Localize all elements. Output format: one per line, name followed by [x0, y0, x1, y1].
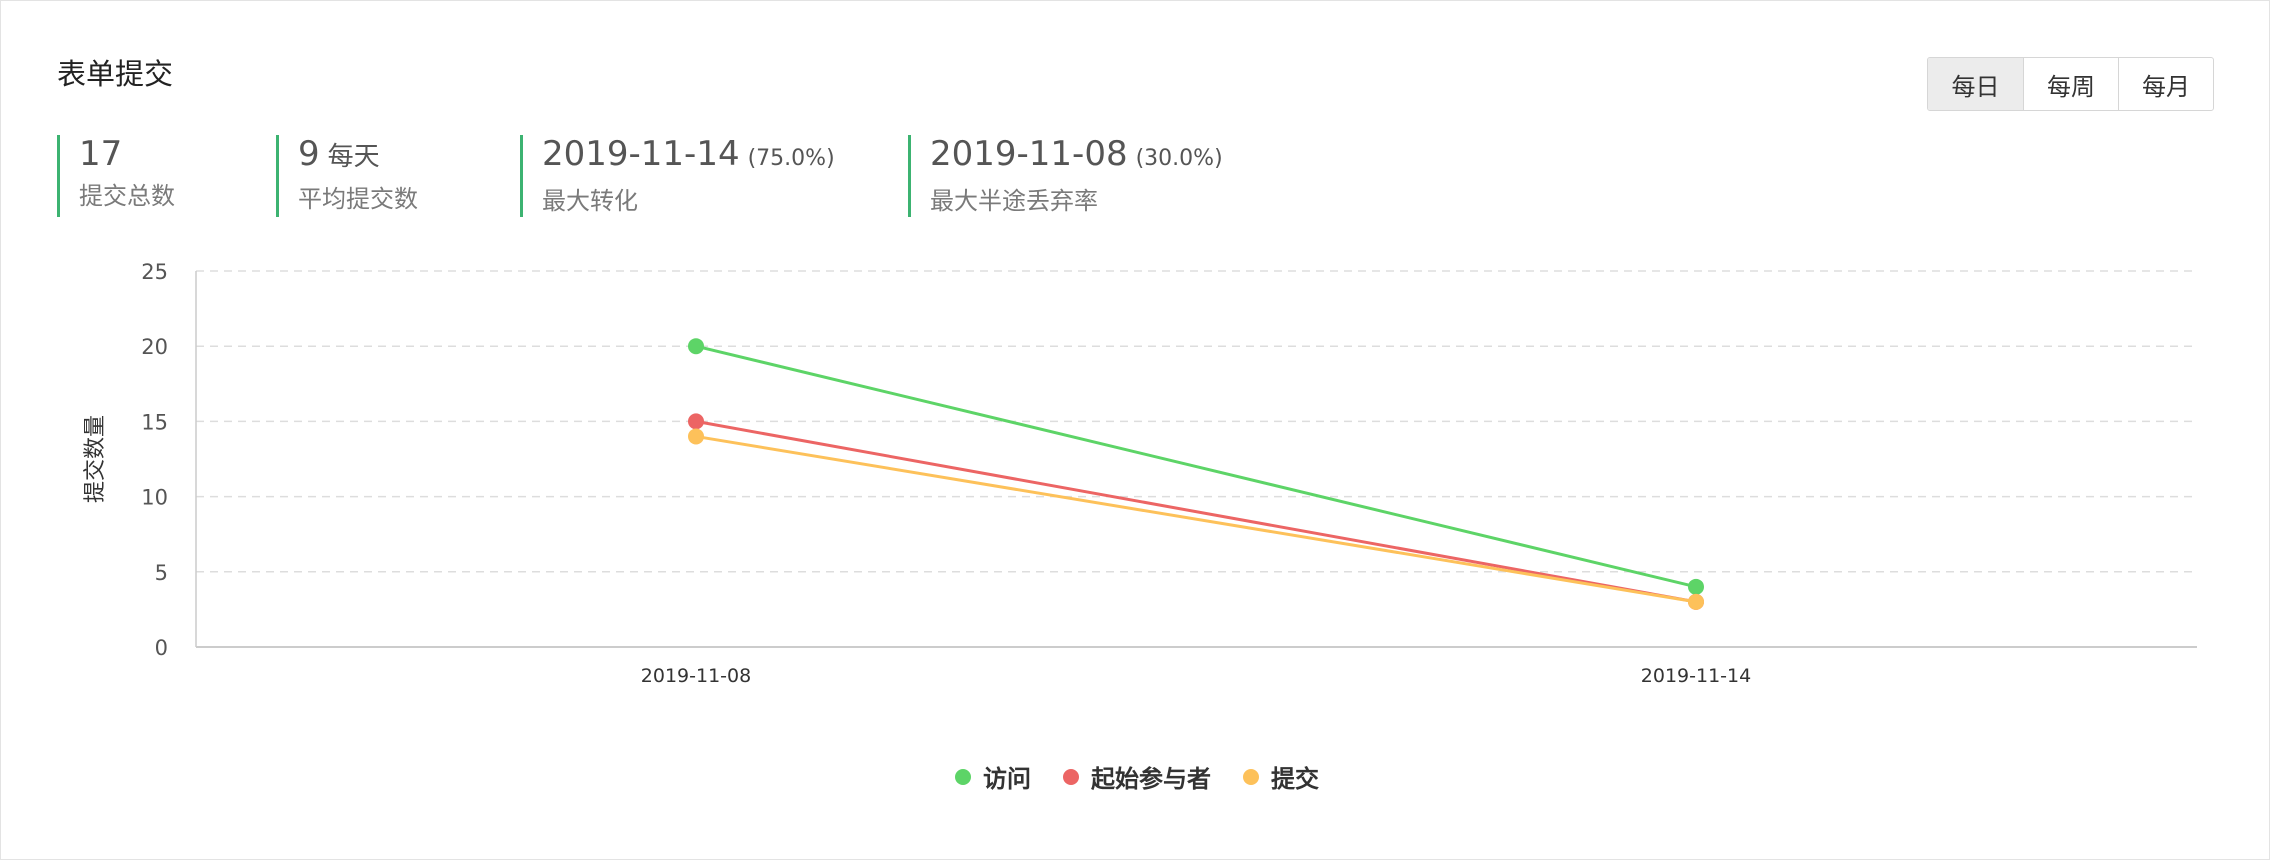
series-line-2 — [695, 434, 1697, 604]
stat-max-abandon-value: 2019-11-08 — [930, 134, 1128, 174]
series-2-point-0 — [688, 428, 704, 445]
period-weekly-button[interactable]: 每周 — [2023, 58, 2118, 110]
legend-label-starters: 起始参与者 — [1091, 765, 1211, 793]
legend-item-starters[interactable]: 起始参与者 — [1063, 759, 1211, 794]
stat-average-label: 平均提交数 — [298, 185, 418, 213]
y-tick-label-0: 0 — [155, 636, 168, 660]
series-2-point-1 — [1688, 593, 1704, 610]
stat-max-conversion-label: 最大转化 — [542, 187, 638, 215]
legend-dot-submissions — [1243, 768, 1259, 785]
legend-item-submissions[interactable]: 提交 — [1243, 759, 1319, 794]
series-line-0 — [695, 344, 1697, 589]
period-switch: 每日 每周 每月 — [1927, 57, 2214, 111]
legend-item-visits[interactable]: 访问 — [955, 759, 1031, 794]
y-tick-label-20: 20 — [141, 335, 168, 359]
stat-total-value: 17 — [79, 134, 123, 174]
stat-max-abandon-percent: (30.0%) — [1135, 146, 1223, 171]
stat-max-abandon-label: 最大半途丢弃率 — [930, 187, 1098, 215]
stat-max-conversion-value: 2019-11-14 — [542, 134, 740, 174]
y-tick-label-10: 10 — [141, 486, 168, 510]
y-tick-label-15: 15 — [141, 410, 168, 434]
stat-max-conversion-line: 2019-11-14 (75.0%) — [542, 135, 835, 178]
card-title: 表单提交 — [57, 57, 174, 91]
x-tick-label-0: 2019-11-08 — [641, 665, 751, 687]
stat-max-abandon-line: 2019-11-08 (30.0%) — [930, 135, 1223, 178]
stat-average-value: 9 — [298, 134, 320, 174]
stat-average: 9 每天 平均提交数 — [276, 135, 418, 217]
stat-total-label: 提交总数 — [79, 182, 175, 210]
stat-total: 17 提交总数 — [57, 135, 175, 217]
stat-average-line: 9 每天 — [298, 135, 418, 176]
legend-dot-visits — [955, 768, 971, 785]
legend-label-visits: 访问 — [983, 765, 1031, 793]
y-tick-label-5: 5 — [155, 561, 168, 585]
period-monthly-button[interactable]: 每月 — [2118, 58, 2213, 110]
series-line-1 — [695, 419, 1697, 604]
series-0-point-1 — [1688, 578, 1704, 595]
x-tick-label-1: 2019-11-14 — [1641, 665, 1751, 687]
series-0-point-0 — [688, 338, 704, 355]
stat-max-abandon: 2019-11-08 (30.0%) 最大半途丢弃率 — [908, 135, 1223, 217]
series-1-point-0 — [688, 413, 704, 430]
stat-average-suffix: 每天 — [327, 142, 380, 172]
stat-max-conversion-percent: (75.0%) — [747, 146, 835, 171]
legend-dot-starters — [1063, 768, 1079, 785]
y-tick-label-25: 25 — [141, 260, 168, 284]
legend-label-submissions: 提交 — [1271, 765, 1319, 793]
chart-legend: 访问 起始参与者 提交 — [1, 759, 2272, 794]
y-axis-title: 提交数量 — [83, 415, 108, 503]
stat-max-conversion: 2019-11-14 (75.0%) 最大转化 — [520, 135, 835, 217]
period-daily-button[interactable]: 每日 — [1928, 58, 2023, 110]
